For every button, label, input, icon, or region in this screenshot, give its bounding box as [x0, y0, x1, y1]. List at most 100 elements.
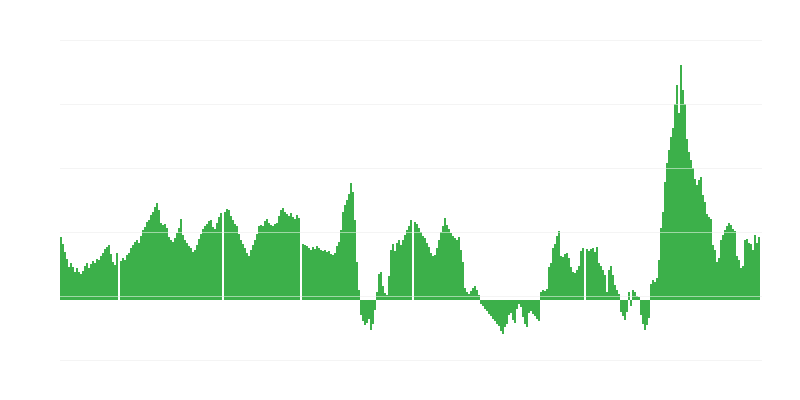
bar [570, 267, 572, 300]
bar [518, 300, 520, 304]
bar [686, 139, 688, 300]
bar [138, 243, 140, 300]
bar [280, 210, 282, 300]
bar [106, 247, 108, 300]
bar [496, 300, 498, 324]
bar [210, 220, 212, 300]
bar [64, 252, 66, 300]
bar [160, 223, 162, 300]
bar [588, 251, 590, 300]
bar [344, 205, 346, 300]
bar [72, 267, 74, 300]
bar [88, 268, 90, 300]
bar [736, 256, 738, 300]
bar [558, 231, 560, 300]
bar [484, 300, 486, 309]
bar [444, 218, 446, 300]
bar [166, 228, 168, 300]
bar [698, 180, 700, 300]
bar [228, 210, 230, 300]
bar [586, 249, 588, 300]
bar [516, 300, 518, 309]
bar [528, 300, 530, 313]
bar [308, 248, 310, 300]
bar [326, 252, 328, 300]
bar [254, 240, 256, 300]
bar [178, 228, 180, 300]
bar [436, 248, 438, 300]
bar [438, 240, 440, 300]
bar [92, 261, 94, 300]
bar [220, 213, 222, 300]
bar [482, 300, 484, 306]
bar [312, 247, 314, 300]
bar [522, 300, 524, 317]
bar [400, 245, 402, 300]
bar [512, 300, 514, 320]
bar [604, 275, 606, 300]
bar [576, 270, 578, 300]
bar [624, 300, 626, 320]
bar [162, 225, 164, 300]
bar [752, 250, 754, 300]
bar [684, 104, 686, 300]
bar [556, 236, 558, 300]
bar [708, 217, 710, 300]
bar [172, 242, 174, 300]
bar [284, 212, 286, 300]
bar [542, 290, 544, 300]
bar [416, 224, 418, 300]
bar [704, 202, 706, 300]
bar [700, 177, 702, 300]
bar [524, 300, 526, 324]
bar [148, 220, 150, 300]
bar [234, 224, 236, 300]
bar [324, 250, 326, 300]
bar [688, 152, 690, 300]
bar [368, 300, 370, 319]
bar [644, 300, 646, 330]
bar [590, 249, 592, 300]
bar [84, 266, 86, 300]
bar [362, 300, 364, 321]
bar [226, 209, 228, 300]
bar [244, 248, 246, 300]
bar [492, 300, 494, 319]
bar [440, 232, 442, 300]
bar [396, 243, 398, 300]
bar [282, 208, 284, 300]
bar [330, 254, 332, 300]
bar [328, 251, 330, 300]
bar [288, 216, 290, 300]
bar [618, 294, 620, 300]
bar [538, 300, 540, 321]
bar [202, 229, 204, 300]
bar [114, 265, 116, 300]
bar [352, 192, 354, 300]
bar [748, 243, 750, 300]
bar [236, 226, 238, 300]
bar [240, 240, 242, 300]
bar [734, 231, 736, 300]
bar [414, 222, 416, 300]
bar [642, 300, 644, 324]
bar [532, 300, 534, 314]
bar [180, 219, 182, 300]
bar [580, 251, 582, 300]
bar [498, 300, 500, 326]
bar [694, 179, 696, 300]
bar [758, 237, 760, 300]
bar [132, 245, 134, 300]
bar [252, 245, 254, 300]
bar [652, 280, 654, 300]
bar [410, 220, 412, 300]
bar [662, 212, 664, 300]
bar [334, 253, 336, 300]
bar [450, 233, 452, 300]
bar [146, 222, 148, 300]
bar [122, 258, 124, 300]
bar [636, 296, 638, 300]
bar [278, 216, 280, 300]
bar [60, 237, 62, 300]
bar [692, 168, 694, 300]
